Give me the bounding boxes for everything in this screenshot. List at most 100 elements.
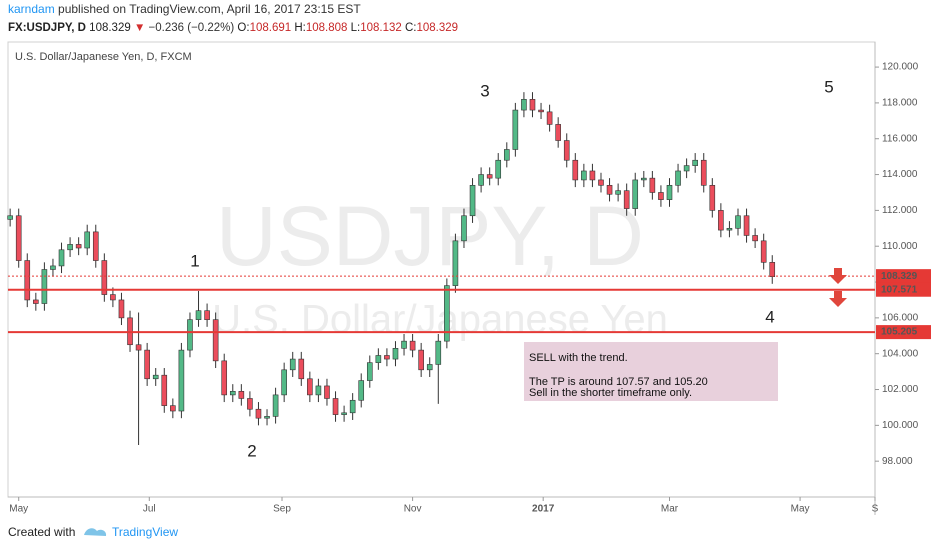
y-tick-label: 112.000 [882,205,918,216]
x-tick-label: Sep [273,504,291,515]
candle-body [15,215,22,261]
candle-body [289,358,296,371]
candle-body [452,240,459,286]
x-tick-label: Nov [404,504,422,515]
price-label-box [876,282,931,297]
tradingview-logo [84,528,107,536]
candle-body [187,319,193,351]
x-tick-label: S [872,504,879,515]
candle-body [709,185,716,211]
candle-body [238,391,245,399]
candle-body [135,344,142,351]
candle-body [33,299,39,304]
footer-brand[interactable]: TradingView [112,525,178,539]
candle-body [84,231,91,249]
x-tick-label: May [791,504,810,515]
candle-body [521,99,527,111]
candle-body [315,385,322,396]
y-tick-label: 104.000 [882,348,919,359]
candle-body [92,231,99,261]
candle-body [546,111,553,125]
candle-body [623,190,630,209]
author[interactable]: karndam [8,2,55,16]
quote-line: FX:USDJPY, D 108.329 ▼ −0.236 (−0.22%) O… [8,22,458,34]
annotation: 2 [247,441,256,460]
candle-body [503,149,510,161]
ohlc-label: C: [405,22,417,34]
y-tick-label: 100.000 [882,420,919,431]
candle-body [435,340,442,365]
candle-body [632,179,639,209]
price-label-box [876,269,931,284]
candle-body [272,394,279,417]
ohlc-value: 108.808 [306,22,348,34]
y-tick-label: 114.000 [882,169,918,180]
ohlc-value: 108.132 [360,22,402,34]
ohlc-label: L: [351,22,361,34]
watermark: USDJPY, D [216,189,644,283]
candle-body [478,174,484,186]
y-tick-label: 98.000 [882,456,913,467]
candle-body [572,159,579,181]
candle-body [144,349,150,380]
candle-body [264,416,270,419]
candle-body [229,391,236,396]
candle-body [178,349,185,412]
y-tick-label: 118.000 [882,98,918,109]
note-text: Sell in the shorter timeframe only. [529,387,692,399]
candle-body [538,109,544,113]
note-text: SELL with the trend. [529,352,628,364]
candle-body [358,380,365,401]
candle-body [110,294,116,301]
ohlc-value: 108.691 [250,22,292,34]
candle-body [726,227,733,231]
ohlc-label: H: [294,22,306,34]
candle-body [247,398,253,410]
candle-body [384,355,390,360]
candle-body [349,399,356,414]
candle-body [658,192,664,200]
candle-body [281,369,287,396]
header-line: karndam published on TradingView.com, Ap… [8,2,361,16]
last: 108.329 [89,22,131,34]
candle-body [401,340,407,349]
arrow: ▼ [134,22,145,34]
candle-body [469,185,476,217]
candle-body [170,405,176,412]
y-tick-label: 116.000 [882,133,918,144]
note-box [524,342,778,401]
candle-body [675,170,681,186]
annotation: 4 [765,307,774,326]
note-text: The TP is around 107.57 and 105.20 [529,376,708,388]
footer-text: Created with [8,525,75,539]
candle-body [101,260,108,295]
y-tick-label: 102.000 [882,384,919,395]
candle-body [743,215,750,236]
candle-body [41,269,48,304]
x-tick-label: 2017 [532,504,555,515]
candle-body [598,179,604,186]
candle-body [735,215,741,229]
candle-body [212,319,219,362]
annotation: 1 [190,251,199,270]
candle-body [324,385,330,399]
candle-body [195,310,202,320]
candle-body [426,364,433,371]
annotation: 3 [480,81,489,100]
candle-body [418,349,424,371]
x-tick-label: May [9,504,28,515]
price-label: 108.329 [881,271,918,282]
candle-body [769,262,776,277]
candle-body [529,99,536,111]
candle-body [606,185,613,195]
price-label: 105.205 [881,327,918,338]
candle-body [50,265,56,270]
candle-body [512,109,519,150]
candle-body [298,358,305,380]
candle-body [760,240,767,263]
candle-body [666,185,673,200]
candle-body [752,235,758,242]
candle-body [24,260,31,301]
